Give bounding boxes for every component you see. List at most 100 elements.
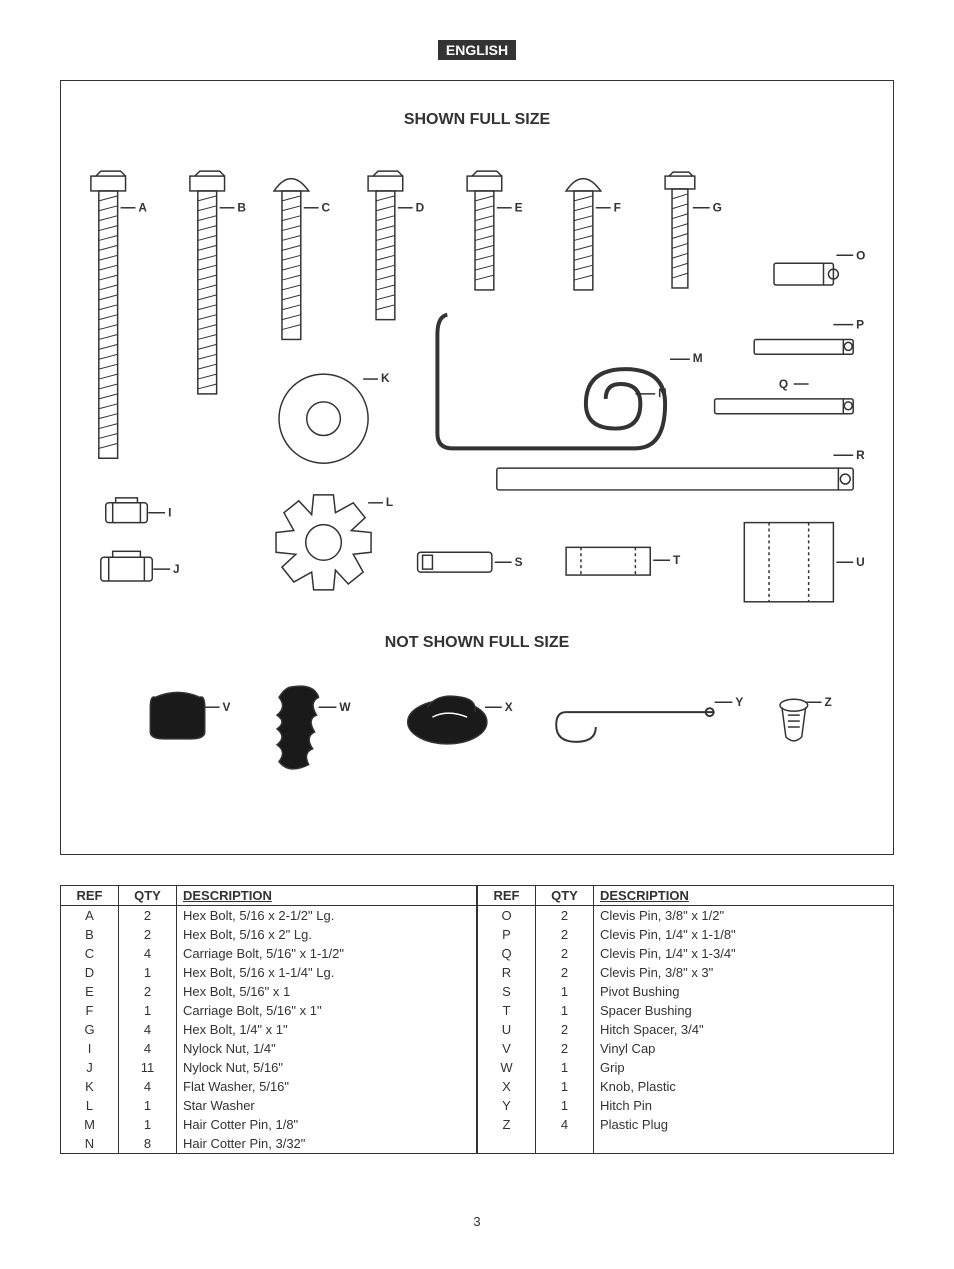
cell-ref: E	[61, 982, 119, 1001]
cell-qty: 4	[536, 1115, 594, 1134]
part-r-pin	[497, 455, 853, 490]
cell-ref: Q	[478, 944, 536, 963]
table-row: W1Grip	[478, 1058, 894, 1077]
diagram-container: SHOWN FULL SIZE	[60, 80, 894, 855]
hardware-diagram-bottom: V W X	[81, 667, 873, 787]
cell-qty: 1	[536, 1096, 594, 1115]
page-number: 3	[60, 1214, 894, 1229]
cell-desc: Nylock Nut, 1/4"	[177, 1039, 477, 1058]
cell-qty: 1	[536, 1001, 594, 1020]
part-c-bolt	[274, 179, 319, 340]
part-m-pin	[437, 315, 689, 449]
cell-desc: Hitch Pin	[594, 1096, 894, 1115]
cell-ref: L	[61, 1096, 119, 1115]
cell-qty: 1	[119, 1115, 177, 1134]
part-j-nut	[101, 551, 170, 581]
label-j: J	[173, 562, 180, 576]
part-g-bolt	[665, 172, 710, 288]
label-m: M	[693, 351, 703, 365]
cell-qty: 4	[119, 944, 177, 963]
cell-desc: Hex Bolt, 1/4" x 1"	[177, 1020, 477, 1039]
th-desc: DESCRIPTION	[594, 886, 894, 906]
label-i: I	[168, 506, 171, 520]
th-qty: QTY	[119, 886, 177, 906]
part-p-pin	[754, 325, 853, 355]
part-i-nut	[106, 498, 165, 523]
cell-desc: Clevis Pin, 3/8" x 3"	[594, 963, 894, 982]
cell-desc: Plastic Plug	[594, 1115, 894, 1134]
cell-desc: Clevis Pin, 3/8" x 1/2"	[594, 906, 894, 926]
table-row: B2Hex Bolt, 5/16 x 2" Lg.	[61, 925, 477, 944]
cell-ref: N	[61, 1134, 119, 1154]
table-row: F1Carriage Bolt, 5/16" x 1"	[61, 1001, 477, 1020]
cell-desc: Vinyl Cap	[594, 1039, 894, 1058]
table-row	[478, 1134, 894, 1154]
cell-ref: A	[61, 906, 119, 926]
label-b: B	[237, 201, 246, 215]
label-u: U	[856, 555, 865, 569]
table-row: N8Hair Cotter Pin, 3/32"	[61, 1134, 477, 1154]
cell-ref: G	[61, 1020, 119, 1039]
table-row: S1Pivot Bushing	[478, 982, 894, 1001]
cell-qty	[536, 1134, 594, 1154]
label-x: X	[505, 700, 513, 714]
parts-table-right: REF QTY DESCRIPTION O2Clevis Pin, 3/8" x…	[477, 885, 894, 1154]
cell-qty: 2	[119, 982, 177, 1001]
table-row: M1Hair Cotter Pin, 1/8"	[61, 1115, 477, 1134]
cell-qty: 1	[536, 1058, 594, 1077]
label-c: C	[322, 201, 331, 215]
table-row: X1Knob, Plastic	[478, 1077, 894, 1096]
table-row: Z4Plastic Plug	[478, 1115, 894, 1134]
diagram-title-bottom: NOT SHOWN FULL SIZE	[81, 634, 873, 652]
cell-qty: 2	[536, 925, 594, 944]
language-tag: ENGLISH	[438, 40, 516, 60]
table-row: Q2Clevis Pin, 1/4" x 1-3/4"	[478, 944, 894, 963]
part-u-hitch-spacer	[744, 523, 853, 602]
part-t-spacer	[566, 547, 670, 575]
table-row: E2Hex Bolt, 5/16" x 1	[61, 982, 477, 1001]
part-o-pin	[774, 255, 853, 285]
th-qty: QTY	[536, 886, 594, 906]
label-s: S	[515, 555, 523, 569]
part-f-bolt	[566, 179, 611, 290]
cell-desc: Nylock Nut, 5/16"	[177, 1058, 477, 1077]
th-ref: REF	[478, 886, 536, 906]
cell-qty: 11	[119, 1058, 177, 1077]
cell-desc: Hair Cotter Pin, 1/8"	[177, 1115, 477, 1134]
label-o: O	[856, 248, 865, 262]
cell-ref: M	[61, 1115, 119, 1134]
th-desc: DESCRIPTION	[177, 886, 477, 906]
th-ref: REF	[61, 886, 119, 906]
cell-qty: 2	[536, 963, 594, 982]
table-row: A2Hex Bolt, 5/16 x 2-1/2" Lg.	[61, 906, 477, 926]
table-row: R2Clevis Pin, 3/8" x 3"	[478, 963, 894, 982]
label-n: N	[658, 386, 667, 400]
cell-ref: J	[61, 1058, 119, 1077]
cell-qty: 4	[119, 1020, 177, 1039]
cell-ref: I	[61, 1039, 119, 1058]
cell-desc: Flat Washer, 5/16"	[177, 1077, 477, 1096]
part-s-bushing	[418, 552, 512, 572]
cell-ref: Y	[478, 1096, 536, 1115]
table-row: T1Spacer Bushing	[478, 1001, 894, 1020]
cell-qty: 2	[536, 906, 594, 926]
table-row: O2Clevis Pin, 3/8" x 1/2"	[478, 906, 894, 926]
label-y: Y	[735, 695, 743, 709]
cell-desc: Knob, Plastic	[594, 1077, 894, 1096]
cell-qty: 8	[119, 1134, 177, 1154]
diagram-svg-area: A	[81, 144, 873, 824]
label-w: W	[339, 700, 351, 714]
cell-ref: B	[61, 925, 119, 944]
cell-desc: Pivot Bushing	[594, 982, 894, 1001]
label-z: Z	[824, 695, 831, 709]
cell-desc: Clevis Pin, 1/4" x 1-3/4"	[594, 944, 894, 963]
cell-qty: 1	[536, 1077, 594, 1096]
cell-desc: Clevis Pin, 1/4" x 1-1/8"	[594, 925, 894, 944]
cell-qty: 2	[119, 925, 177, 944]
cell-desc: Hair Cotter Pin, 3/32"	[177, 1134, 477, 1154]
table-row: D1Hex Bolt, 5/16 x 1-1/4" Lg.	[61, 963, 477, 982]
cell-qty: 2	[119, 906, 177, 926]
table-row: J11Nylock Nut, 5/16"	[61, 1058, 477, 1077]
cell-ref: F	[61, 1001, 119, 1020]
cell-desc: Grip	[594, 1058, 894, 1077]
